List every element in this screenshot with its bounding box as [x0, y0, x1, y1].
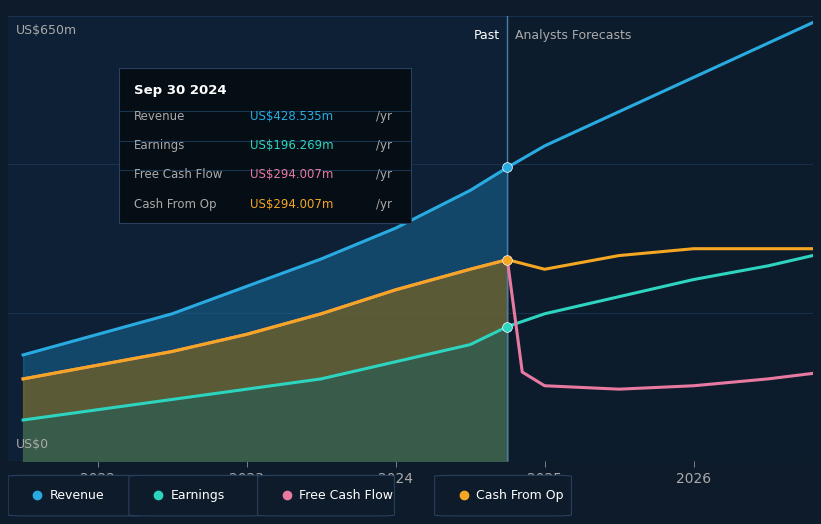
Text: Cash From Op: Cash From Op	[476, 489, 564, 501]
Text: /yr: /yr	[375, 110, 392, 123]
Text: US$196.269m: US$196.269m	[250, 139, 334, 152]
Bar	[8, 16, 507, 461]
Text: Free Cash Flow: Free Cash Flow	[300, 489, 393, 501]
FancyBboxPatch shape	[129, 475, 266, 516]
FancyBboxPatch shape	[258, 475, 394, 516]
Text: US$294.007m: US$294.007m	[250, 168, 333, 181]
FancyBboxPatch shape	[8, 475, 145, 516]
Text: Revenue: Revenue	[50, 489, 104, 501]
Text: Free Cash Flow: Free Cash Flow	[134, 168, 222, 181]
Text: /yr: /yr	[375, 168, 392, 181]
Text: Revenue: Revenue	[134, 110, 185, 123]
Text: Past: Past	[474, 29, 500, 42]
Text: /yr: /yr	[375, 198, 392, 211]
Text: US$0: US$0	[16, 438, 48, 451]
Bar	[507, 16, 813, 461]
FancyBboxPatch shape	[434, 475, 571, 516]
Text: /yr: /yr	[375, 139, 392, 152]
Text: US$294.007m: US$294.007m	[250, 198, 333, 211]
Text: Analysts Forecasts: Analysts Forecasts	[515, 29, 631, 42]
Text: US$650m: US$650m	[16, 24, 77, 37]
Text: Earnings: Earnings	[134, 139, 185, 152]
Text: Earnings: Earnings	[171, 489, 225, 501]
Text: US$428.535m: US$428.535m	[250, 110, 333, 123]
Text: Sep 30 2024: Sep 30 2024	[134, 84, 227, 96]
Text: Cash From Op: Cash From Op	[134, 198, 216, 211]
